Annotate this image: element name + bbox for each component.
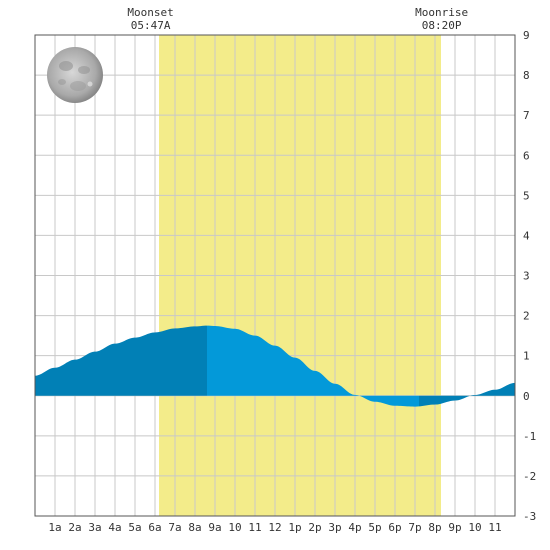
moon-event-label: Moonrise (415, 6, 468, 19)
x-tick-label: 1p (288, 521, 301, 534)
x-tick-label: 1a (48, 521, 61, 534)
x-tick-label: 8p (428, 521, 441, 534)
y-tick-label: 5 (523, 189, 530, 202)
x-tick-label: 8a (188, 521, 201, 534)
x-tick-label: 5a (128, 521, 141, 534)
y-tick-label: 7 (523, 109, 530, 122)
y-tick-label: 0 (523, 390, 530, 403)
x-tick-label: 7p (408, 521, 421, 534)
x-tick-label: 6a (148, 521, 161, 534)
x-tick-label: 3p (328, 521, 341, 534)
y-tick-label: 2 (523, 310, 530, 323)
x-tick-label: 6p (388, 521, 401, 534)
tide-area-rising (419, 382, 515, 407)
x-tick-label: 5p (368, 521, 381, 534)
plot-border (34, 34, 516, 517)
y-tick-label: 4 (523, 229, 530, 242)
full-moon-icon (47, 47, 103, 103)
x-tick-label: 12 (268, 521, 281, 534)
tide-area-rising (35, 325, 207, 396)
x-tick-label: 9a (208, 521, 221, 534)
y-tick-label: -2 (523, 470, 536, 483)
x-tick-label: 7a (168, 521, 181, 534)
y-tick-label: -1 (523, 430, 536, 443)
x-tick-label: 4p (348, 521, 361, 534)
x-tick-label: 4a (108, 521, 121, 534)
y-tick-label: 1 (523, 350, 530, 363)
x-tick-label: 3a (88, 521, 101, 534)
x-tick-label: 2p (308, 521, 321, 534)
y-tick-label: -3 (523, 510, 536, 523)
y-tick-label: 3 (523, 270, 530, 283)
x-tick-label: 11 (248, 521, 261, 534)
moon-event-label: Moonset (127, 6, 173, 19)
moon-event-time: 05:47A (131, 19, 171, 32)
y-tick-label: 9 (523, 29, 530, 42)
x-tick-label: 11 (488, 521, 501, 534)
tide-area-falling (207, 325, 419, 407)
x-tick-label: 2a (68, 521, 81, 534)
moon-event-time: 08:20P (422, 19, 462, 32)
x-tick-label: 10 (468, 521, 481, 534)
y-tick-label: 6 (523, 149, 530, 162)
x-tick-label: 10 (228, 521, 241, 534)
x-tick-label: 9p (448, 521, 461, 534)
y-tick-label: 8 (523, 69, 530, 82)
